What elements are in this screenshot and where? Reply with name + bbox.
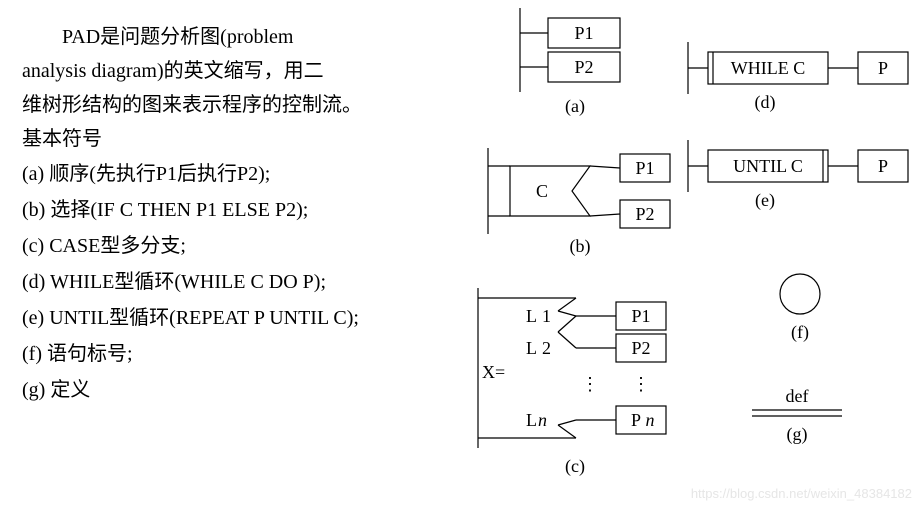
diagram-f: (f) bbox=[770, 268, 840, 353]
item-f: (f) 语句标号; bbox=[22, 336, 462, 372]
intro-line-1: PAD是问题分析图(problem bbox=[22, 20, 462, 54]
caption-d: (d) bbox=[680, 92, 850, 113]
svg-text:P1: P1 bbox=[635, 158, 654, 178]
intro-line-2: analysis diagram)的英文缩写，用二 bbox=[22, 54, 462, 88]
watermark: https://blog.csdn.net/weixin_48384182 bbox=[691, 486, 912, 501]
caption-a: (a) bbox=[500, 96, 650, 117]
caption-b: (b) bbox=[480, 236, 680, 257]
svg-text:⋮: ⋮ bbox=[632, 374, 650, 394]
diagram-g: def (g) bbox=[752, 386, 852, 461]
text-column: PAD是问题分析图(problem analysis diagram)的英文缩写… bbox=[22, 20, 462, 408]
diagram-c: X=L1P1L2P2LnPn⋮⋮ (c) bbox=[470, 288, 690, 493]
symbols-heading: 基本符号 bbox=[22, 122, 462, 156]
svg-text:WHILE C: WHILE C bbox=[731, 58, 805, 78]
svg-text:P2: P2 bbox=[635, 204, 654, 224]
svg-text:UNTIL C: UNTIL C bbox=[733, 156, 803, 176]
svg-text:P: P bbox=[878, 156, 888, 176]
svg-text:n: n bbox=[538, 410, 547, 430]
svg-text:L: L bbox=[526, 306, 537, 326]
svg-text:P: P bbox=[631, 410, 641, 430]
svg-text:P: P bbox=[878, 58, 888, 78]
svg-text:L: L bbox=[526, 410, 537, 430]
svg-text:P1: P1 bbox=[574, 23, 593, 43]
svg-text:n: n bbox=[646, 410, 655, 430]
diagram-g-svg: def bbox=[752, 386, 852, 456]
svg-text:2: 2 bbox=[542, 338, 551, 358]
item-c: (c) CASE型多分支; bbox=[22, 228, 462, 264]
item-e: (e) UNTIL型循环(REPEAT P UNTIL C); bbox=[22, 300, 462, 336]
svg-text:1: 1 bbox=[542, 306, 551, 326]
svg-text:X=: X= bbox=[482, 362, 505, 382]
intro-line-3: 维树形结构的图来表示程序的控制流。 bbox=[22, 88, 462, 122]
caption-c: (c) bbox=[470, 456, 680, 477]
item-a: (a) 顺序(先执行P1后执行P2); bbox=[22, 156, 462, 192]
diagram-b: C P1 P2 (b) bbox=[480, 148, 690, 263]
svg-text:⋮: ⋮ bbox=[581, 374, 599, 394]
caption-e: (e) bbox=[680, 190, 850, 211]
caption-f: (f) bbox=[770, 322, 830, 343]
svg-text:def: def bbox=[786, 386, 809, 406]
svg-text:P1: P1 bbox=[631, 306, 650, 326]
svg-text:P2: P2 bbox=[631, 338, 650, 358]
diagram-a: P1 P2 (a) bbox=[500, 8, 650, 128]
item-d: (d) WHILE型循环(WHILE C DO P); bbox=[22, 264, 462, 300]
diagram-e: UNTIL C P (e) bbox=[680, 138, 920, 223]
svg-text:L: L bbox=[526, 338, 537, 358]
svg-text:P2: P2 bbox=[574, 57, 593, 77]
svg-text:C: C bbox=[536, 181, 548, 201]
diagram-area: P1P2 (a) CP1P2 (b) X=L1P1L2P2LnPn⋮⋮ (c) … bbox=[470, 8, 920, 498]
caption-g: (g) bbox=[752, 424, 842, 445]
item-b: (b) 选择(IF C THEN P1 ELSE P2); bbox=[22, 192, 462, 228]
item-g: (g) 定义 bbox=[22, 372, 462, 408]
diagram-d: WHILE C P (d) bbox=[680, 40, 920, 125]
